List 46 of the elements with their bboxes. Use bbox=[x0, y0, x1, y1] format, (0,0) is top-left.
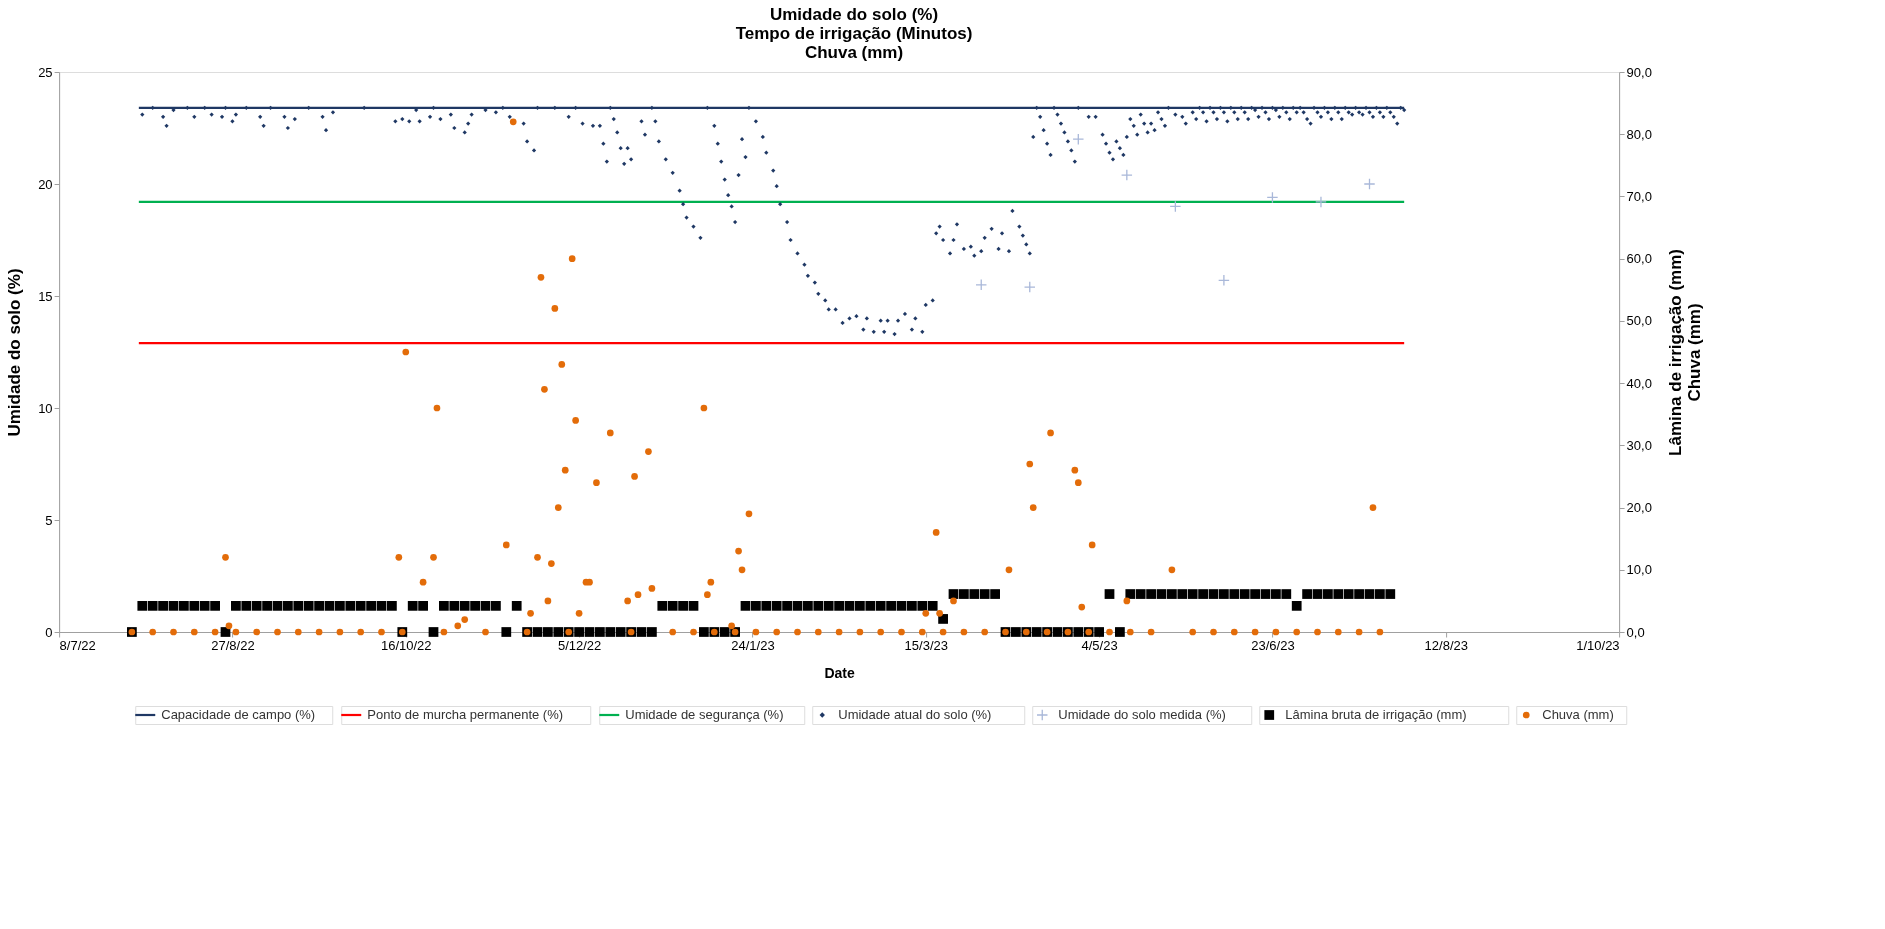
x-tick-label: 15/3/23 bbox=[904, 637, 948, 653]
x-tick-label: 24/1/23 bbox=[731, 637, 775, 653]
point bbox=[1218, 274, 1230, 287]
point bbox=[1266, 191, 1279, 204]
point bbox=[1169, 200, 1182, 213]
legend-label: Capacidade de campo (%) bbox=[161, 707, 316, 722]
legend-label: Umidade do solo medida (%) bbox=[1058, 707, 1226, 722]
y2-tick-label: 80,0 bbox=[1626, 126, 1652, 142]
y-axis-title: Umidade do solo (%) bbox=[5, 268, 25, 437]
point bbox=[1363, 178, 1376, 190]
legend-label: Umidade atual do solo (%) bbox=[838, 707, 992, 722]
x-tick-label: 23/6/23 bbox=[1251, 637, 1295, 653]
point bbox=[1072, 133, 1085, 146]
x-tick-label: 16/10/22 bbox=[380, 637, 432, 653]
x-tick-label: 12/8/23 bbox=[1424, 637, 1468, 653]
y2-tick-label: 50,0 bbox=[1626, 313, 1652, 329]
y2-tick-label: 0,0 bbox=[1626, 624, 1645, 640]
y2-tick-label: 30,0 bbox=[1626, 437, 1652, 453]
y-tick-label: 15 bbox=[38, 288, 53, 304]
y-tick-label: 25 bbox=[38, 64, 53, 80]
y2-tick-label: 10,0 bbox=[1626, 562, 1652, 578]
legend-label: Chuva (mm) bbox=[1542, 707, 1614, 722]
point bbox=[975, 278, 988, 291]
point bbox=[1023, 281, 1036, 293]
y-tick-label: 20 bbox=[38, 176, 53, 192]
y-tick-label: 0 bbox=[45, 624, 53, 640]
y2-tick-label: 90,0 bbox=[1626, 64, 1652, 80]
legend-label: Lâmina bruta de irrigação (mm) bbox=[1285, 707, 1467, 722]
legend-label: Umidade de segurança (%) bbox=[625, 707, 784, 722]
x-tick-label: 8/7/22 bbox=[59, 637, 96, 653]
legend-label: Ponto de murcha permanente (%) bbox=[367, 707, 564, 722]
x-axis-title: Date bbox=[824, 664, 855, 681]
y2-tick-label: 40,0 bbox=[1626, 375, 1652, 391]
point bbox=[1120, 169, 1133, 181]
x-tick-label: 27/8/22 bbox=[211, 637, 255, 653]
y2-axis-title: Lâmina de irrigação (mm) Chuva (mm) bbox=[1665, 249, 1704, 456]
y2-tick-label: 20,0 bbox=[1626, 500, 1652, 516]
y2-tick-label: 60,0 bbox=[1626, 251, 1652, 267]
x-tick-label: 5/12/22 bbox=[557, 637, 602, 653]
y2-tick-label: 70,0 bbox=[1626, 188, 1652, 204]
point bbox=[1315, 196, 1327, 208]
y-tick-label: 10 bbox=[38, 400, 53, 416]
x-tick-label: 4/5/23 bbox=[1081, 637, 1118, 653]
x-tick-label: 1/10/23 bbox=[1576, 637, 1620, 653]
y-tick-label: 5 bbox=[45, 512, 53, 528]
chart-title: Umidade do solo (%) Tempo de irrigação (Minutos) Chuva (mm) bbox=[735, 4, 973, 62]
